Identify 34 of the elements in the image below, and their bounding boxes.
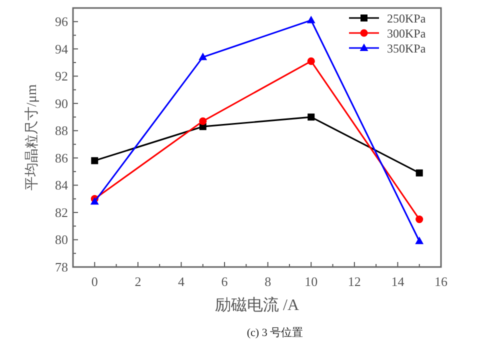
x-tick-label: 2 [134, 274, 142, 289]
y-tick-label: 78 [55, 260, 68, 274]
y-tick-label: 90 [55, 96, 68, 111]
point [308, 114, 315, 121]
y-tick-label: 96 [55, 14, 68, 30]
x-axis-title: 励磁电流 /A [215, 296, 300, 314]
point [415, 236, 424, 244]
x-tick-label: 8 [264, 274, 272, 289]
x-tick-label: 16 [434, 274, 448, 289]
legend-label: 300KPa [387, 26, 426, 40]
point [307, 57, 315, 65]
x-tick-label: 14 [391, 274, 405, 289]
y-tick-label: 88 [55, 123, 68, 138]
y-tick-label: 86 [55, 150, 68, 166]
legend-label: 250KPa [387, 12, 426, 26]
x-tick-label: 4 [178, 274, 185, 289]
x-tick-label: 10 [304, 274, 318, 289]
y-tick-label: 82 [55, 204, 68, 220]
text: (c) 3 号位置 [246, 327, 304, 339]
y-axis-title: 平均晶粒尺寸/μm [24, 84, 40, 191]
point [306, 16, 316, 24]
point [416, 169, 423, 176]
x-tick-label: 6 [221, 274, 228, 289]
y-tick-label: 80 [55, 232, 68, 248]
point [91, 157, 98, 164]
legend-label: 350KPa [387, 42, 426, 56]
x-tick-label: 0 [91, 274, 98, 289]
x-tick-label: 12 [348, 274, 361, 289]
y-tick-label: 92 [55, 68, 68, 84]
point [416, 215, 424, 224]
point [199, 117, 207, 125]
y-tick-label: 94 [55, 41, 68, 56]
y-tick-label: 84 [55, 178, 68, 193]
point [198, 52, 208, 60]
